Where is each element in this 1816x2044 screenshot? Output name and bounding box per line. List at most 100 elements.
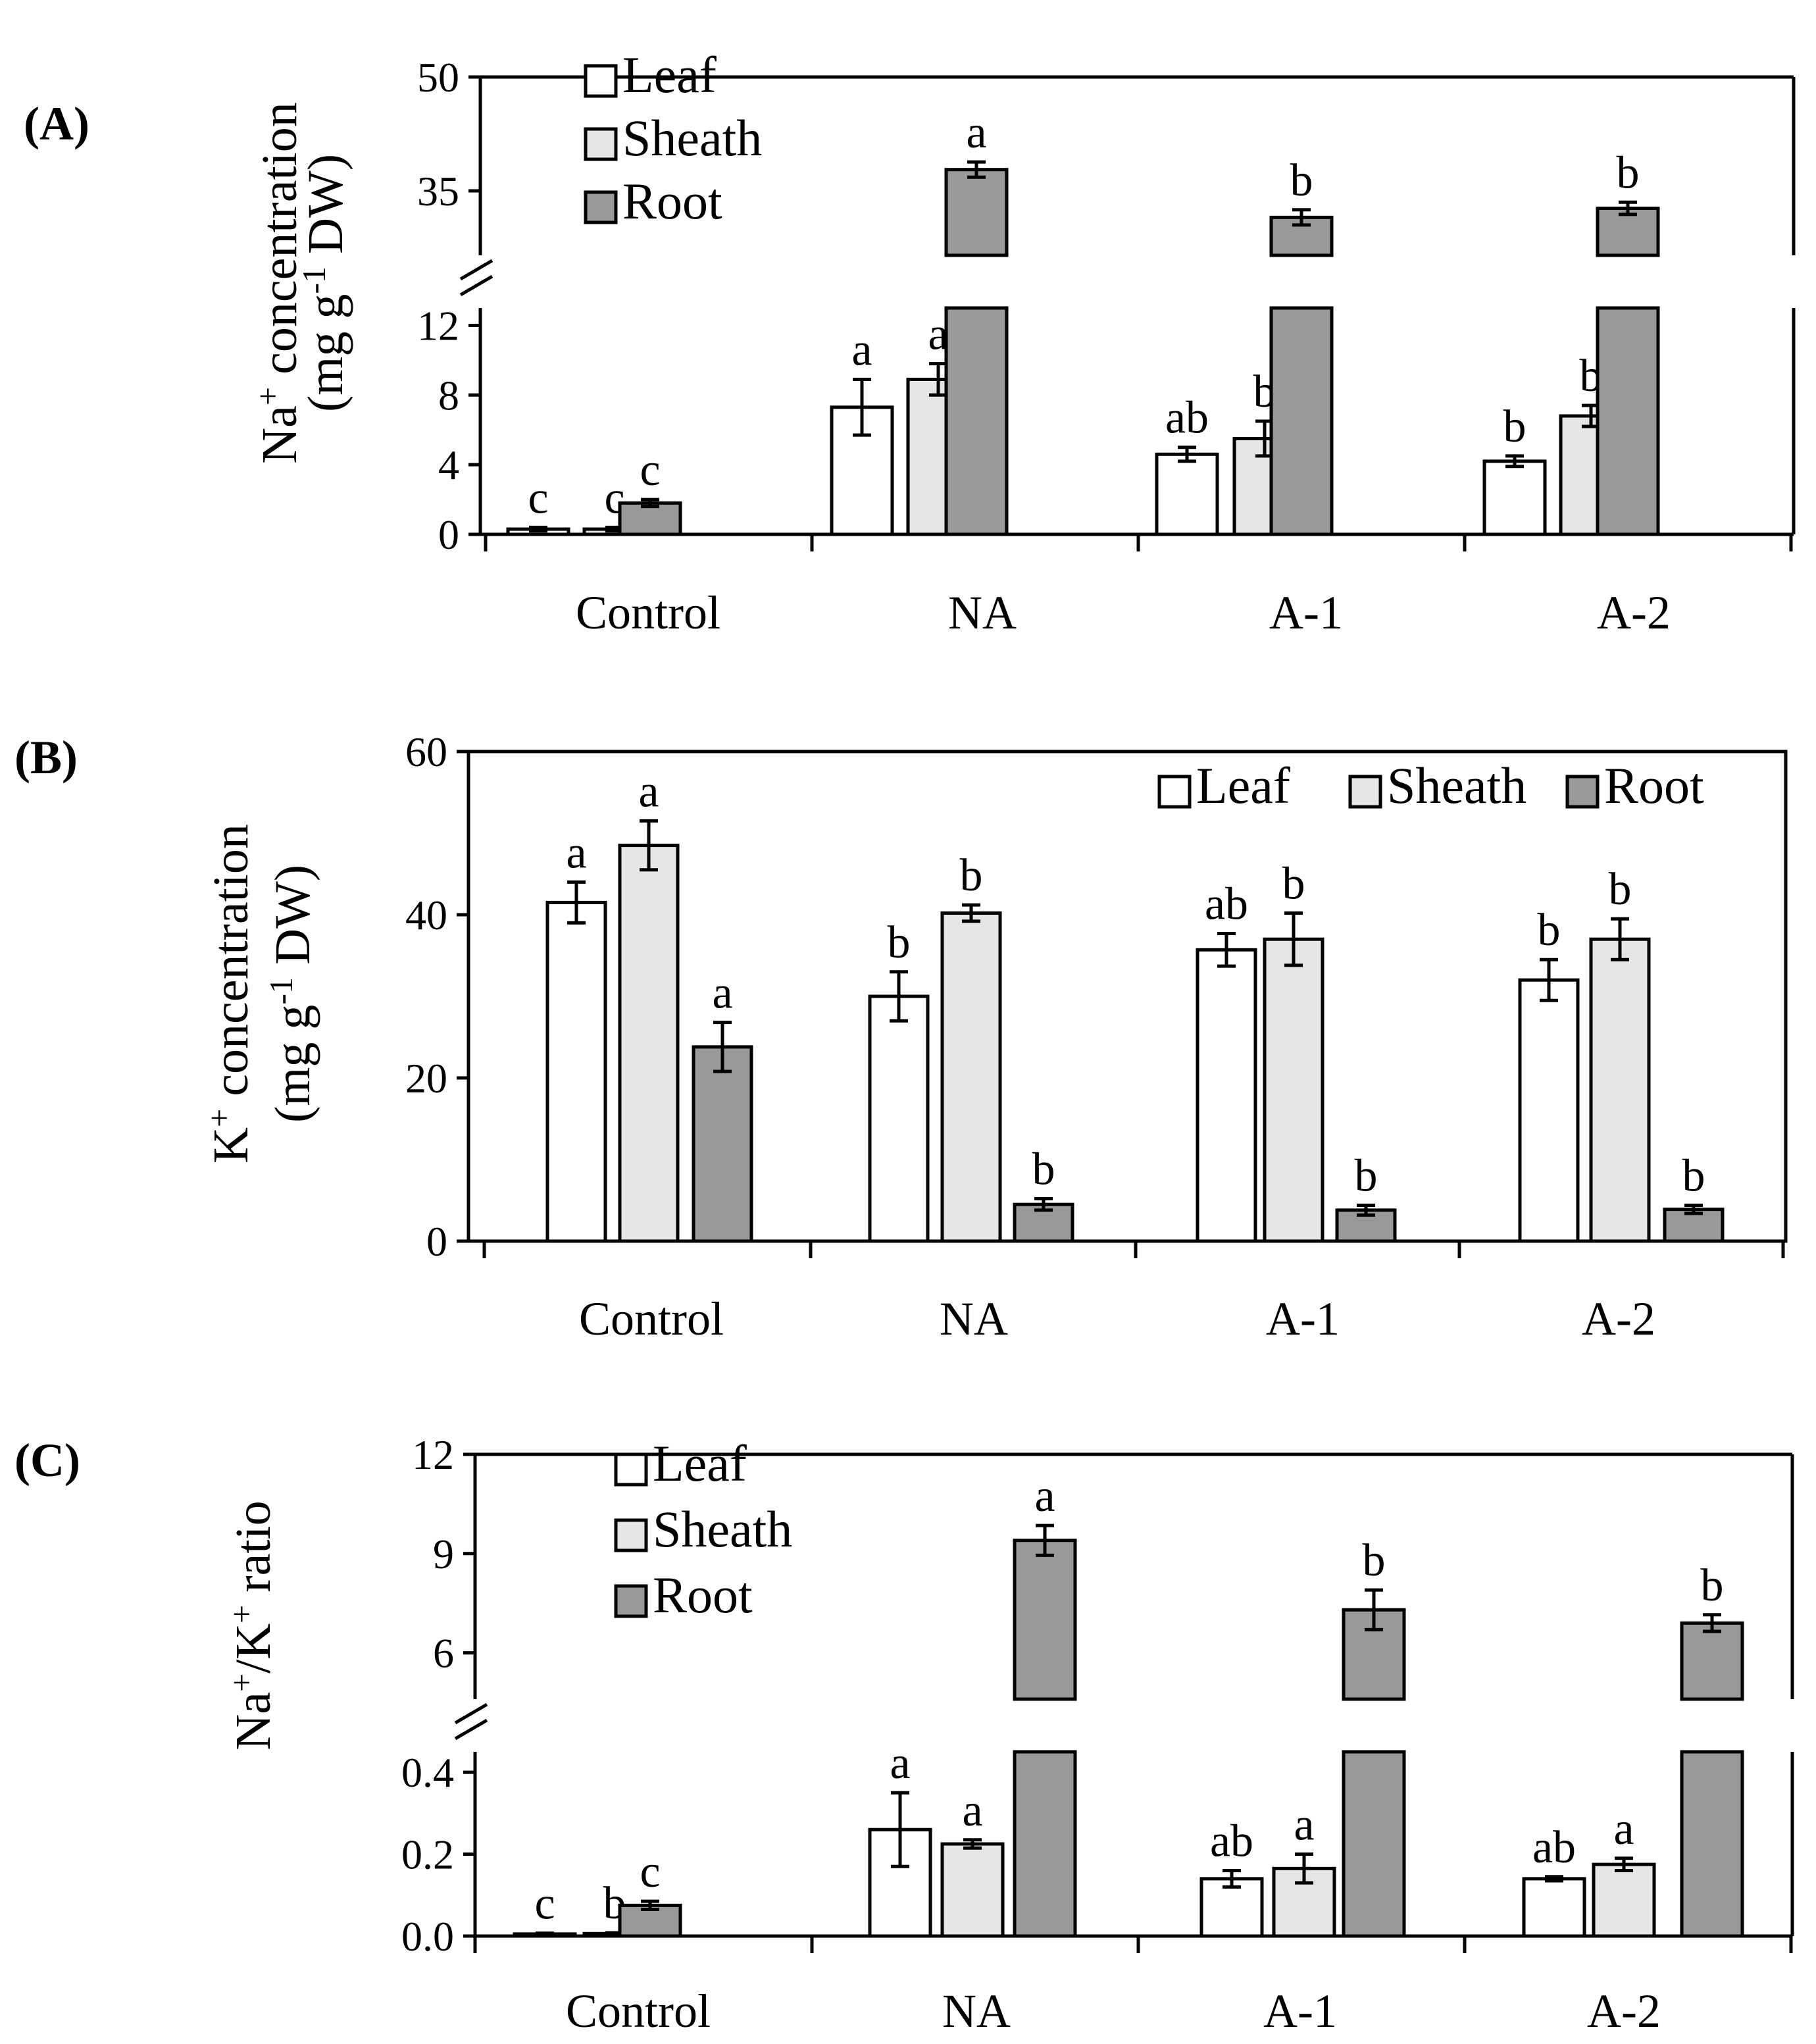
legend-label-leaf: Leaf [653, 1435, 747, 1492]
y-tick-label: 4 [438, 442, 459, 488]
legend-label-root: Root [1604, 757, 1704, 814]
bar-root-upper [1013, 1539, 1077, 1701]
significance-label: b [1503, 401, 1526, 452]
panel-label: (B) [14, 731, 78, 784]
legend-swatch-root [614, 1584, 648, 1618]
category-label: A-2 [1597, 586, 1671, 639]
significance-label: a [966, 107, 986, 158]
axis-break-mark [454, 1718, 488, 1741]
significance-label: ab [1210, 1816, 1253, 1866]
legend-label-root: Root [653, 1566, 753, 1623]
legend-label-sheath: Sheath [622, 109, 762, 166]
bar-root [1269, 306, 1334, 536]
y-tick-label: 6 [433, 1630, 454, 1677]
significance-label: a [1034, 1471, 1055, 1521]
y-tick-label: 9 [433, 1531, 454, 1577]
legend-label-leaf: Leaf [622, 46, 717, 103]
y-tick-label: 0 [426, 1218, 447, 1265]
bar-leaf [1155, 452, 1219, 536]
panel-label: (C) [14, 1434, 80, 1487]
category-label: Control [579, 1292, 724, 1345]
significance-label: a [638, 766, 659, 817]
significance-label: b [1617, 147, 1640, 198]
bar-root [618, 501, 682, 536]
bar-leaf [1522, 1877, 1586, 1938]
bar-leaf [545, 900, 607, 1243]
axis-break-mark [454, 1702, 488, 1725]
category-label: A-1 [1263, 1985, 1337, 2037]
bar-leaf [1518, 978, 1580, 1243]
significance-label: a [1294, 1800, 1314, 1851]
legend-label-sheath: Sheath [653, 1500, 792, 1558]
y-tick-label: 12 [417, 302, 459, 349]
significance-label: c [528, 473, 548, 523]
y-tick-label: 50 [417, 54, 459, 101]
bar-root [1013, 1750, 1077, 1938]
y-tick-label: 12 [412, 1431, 454, 1478]
legend-label-sheath: Sheath [1387, 757, 1526, 814]
significance-label: a [566, 827, 586, 878]
legend-swatch-sheath [614, 1518, 648, 1552]
significance-label: a [1613, 1804, 1634, 1854]
category-label: NA [942, 1985, 1011, 2037]
significance-label: c [640, 445, 660, 496]
significance-label: b [1290, 155, 1313, 206]
significance-label: a [962, 1785, 982, 1836]
significance-label: c [640, 1847, 660, 1897]
y-tick-label: 0 [438, 511, 459, 558]
y-tick-label: 60 [405, 728, 447, 775]
significance-label: a [712, 968, 732, 1019]
category-label: NA [940, 1292, 1008, 1345]
y-axis-label-line2: (mg g-1 DW) [263, 865, 320, 1123]
bar-root-upper [944, 168, 1009, 257]
legend-swatch-sheath [584, 127, 618, 161]
y-axis-label: Na+/K+ ratio [223, 1500, 281, 1750]
significance-label: ab [1165, 393, 1209, 444]
bar-sheath [1589, 937, 1651, 1243]
legend-label-leaf: Leaf [1196, 757, 1290, 814]
bar-sheath [940, 911, 1002, 1243]
bar-root [692, 1045, 753, 1243]
y-axis-label-line2: (mg g-1 DW) [295, 154, 353, 412]
bar-root-upper [1269, 215, 1334, 257]
significance-label: b [960, 850, 983, 901]
bar-root [944, 306, 1009, 536]
significance-label: b [1682, 1150, 1705, 1201]
legend-swatch-leaf [614, 1452, 648, 1487]
significance-label: b [1701, 1560, 1724, 1611]
category-label: A-2 [1582, 1292, 1655, 1345]
significance-label: b [1609, 864, 1632, 915]
significance-label: b [1538, 905, 1561, 956]
category-label: A-2 [1587, 1985, 1661, 2037]
y-tick-label: 35 [417, 168, 459, 215]
bar-sheath [618, 844, 680, 1243]
legend-swatch-root [584, 190, 618, 224]
bar-sheath [1263, 937, 1324, 1243]
significance-label: c [534, 1879, 555, 1929]
panel-label: (A) [24, 97, 89, 150]
legend-swatch-leaf [1157, 775, 1192, 809]
y-tick-label: 8 [438, 372, 459, 419]
category-label: A-1 [1266, 1292, 1340, 1345]
significance-label: b [1355, 1150, 1378, 1201]
category-label: NA [948, 586, 1017, 639]
bar-root [1342, 1750, 1406, 1938]
significance-label: b [1363, 1535, 1386, 1586]
y-axis-label: Na+ concentration [249, 102, 307, 463]
y-tick-label: 20 [405, 1055, 447, 1102]
category-label: Control [576, 586, 720, 639]
bar-leaf [1196, 948, 1257, 1243]
axis-break-mark [459, 274, 493, 297]
legend-swatch-leaf [584, 64, 618, 98]
y-tick-label: 0.0 [401, 1913, 454, 1960]
legend-swatch-root [1565, 775, 1600, 809]
y-tick-label: 0.2 [401, 1831, 454, 1878]
bar-root [1596, 306, 1660, 536]
bar-leaf [1482, 459, 1547, 536]
axis-break-mark [459, 259, 493, 281]
legend-label-root: Root [622, 172, 722, 230]
bar-root [1680, 1750, 1744, 1938]
significance-label: a [890, 1738, 910, 1789]
